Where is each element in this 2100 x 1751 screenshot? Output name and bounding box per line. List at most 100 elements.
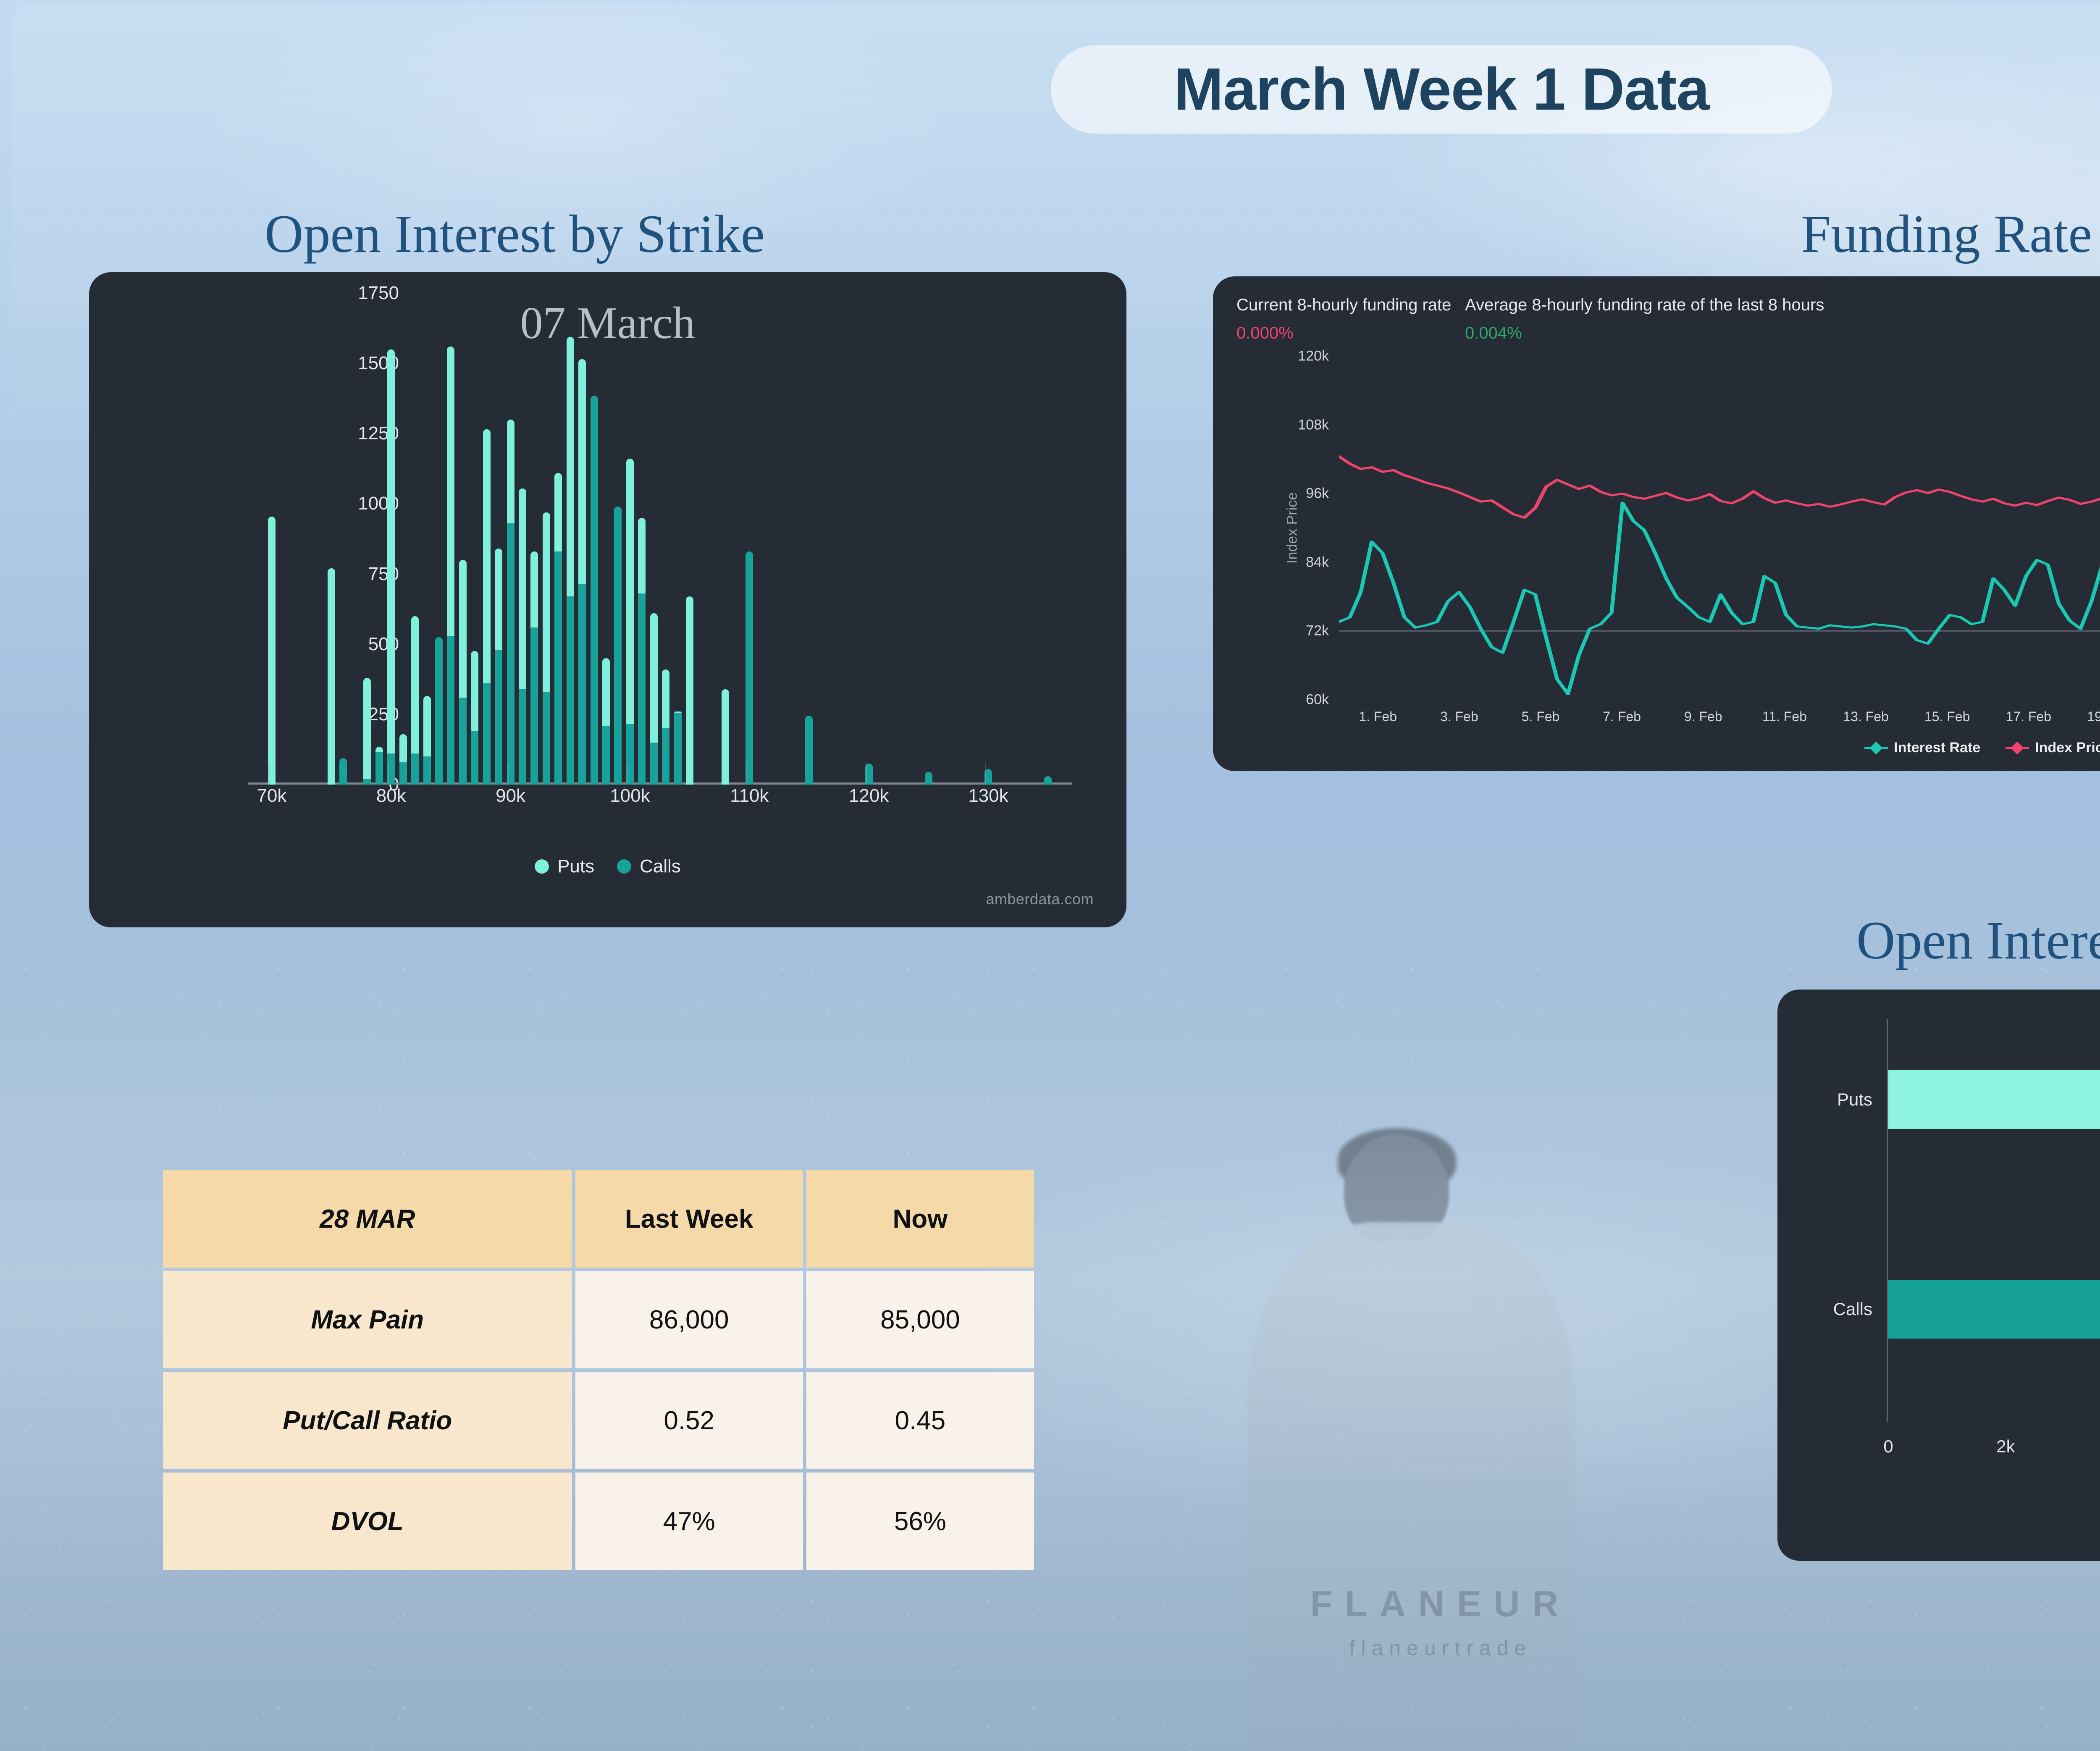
strike-bar-calls bbox=[746, 551, 753, 785]
brand-watermark: FLANEUR flaneurtrade bbox=[1235, 1583, 1646, 1660]
strike-bar-puts bbox=[722, 689, 730, 785]
strike-x-gridline bbox=[388, 763, 389, 785]
strike-bar bbox=[924, 772, 932, 785]
average-funding-rate-value: 0.004% bbox=[1465, 324, 1522, 342]
cell-max-pain-last-week: 86,000 bbox=[575, 1271, 803, 1368]
funding-rate-panel: Current 8-hourly funding rate 0.000% Ave… bbox=[1213, 276, 2100, 771]
cell-put-call-ratio-last-week: 0.52 bbox=[575, 1372, 803, 1469]
funding-x-tick: 1. Feb bbox=[1359, 709, 1397, 724]
strike-bar bbox=[566, 336, 574, 785]
brand-name: FLANEUR bbox=[1310, 1584, 1571, 1624]
strike-bar-puts bbox=[363, 677, 371, 779]
funding-chart-heading: Funding Rate bbox=[1801, 204, 2092, 264]
strike-bar-calls bbox=[805, 716, 813, 785]
legend-label-interest-rate: Interest Rate bbox=[1894, 740, 1981, 756]
strike-x-tick: 90k bbox=[496, 785, 526, 806]
strike-bar-calls bbox=[363, 779, 371, 785]
strike-bar-calls bbox=[638, 593, 646, 785]
strike-bar-calls bbox=[519, 689, 526, 785]
strike-x-gridline bbox=[865, 763, 867, 785]
type-bar-puts bbox=[1888, 1070, 2100, 1129]
legend-label-puts: Puts bbox=[557, 856, 595, 877]
strike-bar bbox=[722, 689, 730, 785]
strike-bar-calls bbox=[554, 551, 562, 785]
table-header-expiry: 28 MAR bbox=[163, 1170, 572, 1268]
funding-x-tick: 11. Feb bbox=[1762, 709, 1807, 724]
strike-bar-puts bbox=[519, 488, 526, 689]
strike-bar bbox=[805, 716, 813, 785]
cell-dvol-now: 56% bbox=[806, 1473, 1034, 1570]
strike-bar-puts bbox=[471, 651, 479, 731]
strike-bar-calls bbox=[423, 756, 431, 785]
strike-bar-puts bbox=[674, 711, 682, 713]
legend-item-calls[interactable]: Calls bbox=[617, 856, 681, 877]
table-header-now: Now bbox=[806, 1170, 1034, 1268]
funding-x-tick: 3. Feb bbox=[1440, 709, 1478, 724]
strike-x-tick: 80k bbox=[376, 785, 406, 806]
funding-x-tick: 9. Feb bbox=[1684, 709, 1722, 724]
strike-bar bbox=[530, 551, 538, 785]
strike-plot-area: 02505007501000125015001750 bbox=[248, 283, 1072, 795]
strike-bar bbox=[662, 669, 670, 785]
strike-x-gridline bbox=[507, 763, 509, 785]
page-title-pill: March Week 1 Data bbox=[1051, 45, 1832, 134]
row-label-dvol: DVOL bbox=[163, 1473, 572, 1570]
strike-bar-calls bbox=[614, 507, 622, 785]
strike-x-axis-line bbox=[248, 782, 1072, 785]
strike-chart-subtitle: 07 March bbox=[520, 298, 696, 348]
strike-bar bbox=[375, 746, 383, 785]
legend-item-index-price[interactable]: Index Price bbox=[2006, 740, 2100, 756]
strike-bar bbox=[1044, 776, 1052, 785]
strike-bar-puts bbox=[495, 549, 503, 650]
strike-bar bbox=[387, 349, 395, 785]
strike-bar-puts bbox=[328, 568, 336, 785]
strike-x-gridline bbox=[626, 763, 628, 785]
strike-bar-calls bbox=[542, 692, 550, 785]
funding-legend: Interest Rate Index Price bbox=[1213, 740, 2100, 756]
funding-left-axis-title: Index Price bbox=[1284, 492, 1300, 564]
strike-bar bbox=[674, 711, 682, 785]
table-header-last-week: Last Week bbox=[575, 1170, 803, 1268]
strike-chart-heading: Open Interest by Strike bbox=[265, 204, 765, 264]
strike-bar bbox=[423, 696, 431, 785]
funding-left-tick: 72k bbox=[1306, 622, 1329, 639]
type-category-label-calls: Calls bbox=[1833, 1299, 1872, 1319]
strike-bar-puts bbox=[375, 746, 383, 753]
strike-bar-calls bbox=[1044, 776, 1052, 785]
strike-bar bbox=[507, 419, 514, 785]
strike-bar bbox=[435, 637, 443, 785]
strike-source-watermark: amberdata.com bbox=[986, 890, 1094, 908]
strike-bar-puts bbox=[387, 349, 395, 754]
strike-bar-puts bbox=[662, 669, 670, 729]
strike-bar-puts bbox=[411, 616, 419, 754]
strike-bar-calls bbox=[387, 753, 395, 785]
strike-x-tick: 70k bbox=[257, 785, 287, 806]
strike-bar bbox=[626, 459, 634, 785]
person-silhouette bbox=[1193, 1128, 1655, 1751]
funding-line-svg bbox=[1339, 455, 2100, 695]
page-title: March Week 1 Data bbox=[1173, 56, 1710, 123]
strike-x-tick: 110k bbox=[730, 785, 769, 806]
legend-dot-puts bbox=[535, 859, 549, 874]
strike-legend: Puts Calls bbox=[89, 856, 1126, 877]
strike-bar bbox=[447, 347, 455, 785]
legend-item-puts[interactable]: Puts bbox=[535, 856, 594, 877]
cell-max-pain-now: 85,000 bbox=[806, 1271, 1034, 1368]
strike-bar bbox=[865, 763, 873, 785]
cell-put-call-ratio-now: 0.45 bbox=[806, 1372, 1034, 1469]
current-funding-rate-value: 0.000% bbox=[1236, 324, 1294, 342]
strike-x-axis-labels: 70k 80k 90k 100k 110k 120k 130k bbox=[248, 785, 1072, 819]
funding-left-tick: 96k bbox=[1306, 485, 1329, 501]
funding-x-tick: 15. Feb bbox=[1924, 709, 1970, 724]
strike-bar-calls bbox=[626, 724, 634, 785]
type-x-tick: 0 bbox=[1883, 1436, 1893, 1456]
legend-marker-index-price bbox=[2006, 741, 2029, 755]
strike-bar-calls bbox=[566, 596, 574, 785]
strike-x-tick: 100k bbox=[610, 785, 650, 806]
legend-item-interest-rate[interactable]: Interest Rate bbox=[1864, 740, 1980, 756]
legend-label-index-price: Index Price bbox=[2035, 740, 2100, 756]
strike-bar-calls bbox=[674, 713, 682, 785]
strike-bar-calls bbox=[471, 731, 479, 785]
strike-bar bbox=[328, 568, 336, 785]
